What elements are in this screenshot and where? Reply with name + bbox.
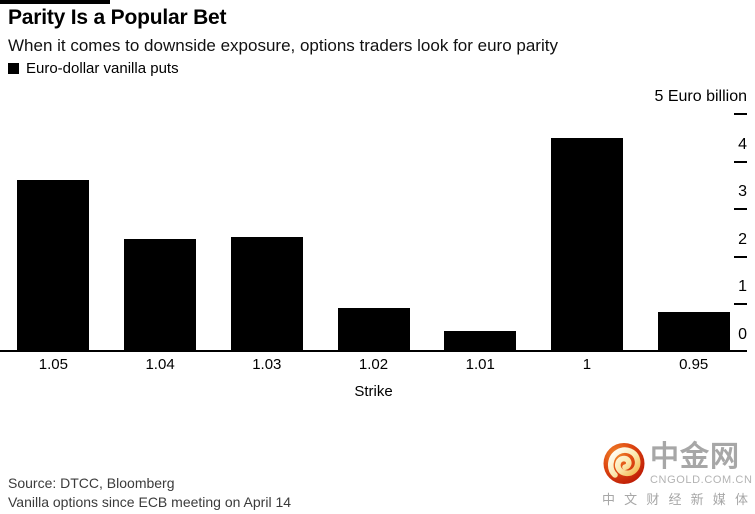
cngold-logo-name: 中金网 [650, 441, 741, 473]
x-tick-label-1.01: 1.01 [465, 356, 495, 373]
legend-label: Euro-dollar vanilla puts [26, 60, 179, 77]
y-axis-tick [734, 208, 747, 211]
x-tick-label-1.04: 1.04 [145, 356, 175, 373]
x-tick-label-0.95: 0.95 [679, 356, 709, 373]
y-axis-tick [734, 255, 747, 258]
tagline-char: 体 [734, 492, 748, 507]
y-axis-label-3: 3 [738, 183, 747, 201]
legend-swatch-icon [8, 63, 19, 74]
bar-1 [550, 137, 623, 350]
cngold-swirl-icon [603, 443, 645, 484]
tagline-char: 媒 [712, 492, 726, 507]
tagline-char: 中 [602, 492, 616, 507]
chart-subtitle: When it comes to downside exposure, opti… [8, 36, 558, 55]
source-text: Source: DTCC, Bloomberg [8, 475, 175, 491]
x-tick-label-1: 1 [582, 356, 592, 373]
bar-0.95 [657, 312, 730, 350]
tagline-char: 新 [690, 492, 704, 507]
bar-1.03 [230, 236, 303, 350]
bar-slot [427, 114, 534, 350]
bar-slot [320, 114, 427, 350]
bar-chart-plot-area: 0 1 2 3 4 5 Euro billion [0, 88, 747, 352]
bar-slot [107, 114, 214, 350]
bar-slot [0, 114, 107, 350]
footnote-text: Vanilla options since ECB meeting on Apr… [8, 494, 292, 510]
y-axis-label-5-Euro-billion: 5 Euro billion [654, 88, 748, 105]
y-axis-label-0: 0 [738, 326, 747, 343]
tagline-char: 财 [646, 492, 660, 507]
y-axis-tick [734, 113, 747, 115]
x-axis-title: Strike [354, 383, 393, 400]
cngold-watermark-logo: 中金网 CNGOLD.COM.CN 中文财经新媒体 [598, 438, 753, 507]
chart-title: Parity Is a Popular Bet [8, 6, 227, 29]
cngold-logo-tagline: 中文财经新媒体 [602, 489, 748, 508]
y-axis-label-1: 1 [738, 278, 747, 296]
top-accent-bar [0, 0, 110, 4]
x-tick-label-1.05: 1.05 [38, 356, 68, 373]
bar-slot [534, 114, 641, 350]
y-axis-tick [734, 160, 747, 163]
y-axis-label-4: 4 [738, 135, 747, 153]
bars-row [0, 114, 747, 350]
bar-1.02 [337, 307, 410, 350]
bar-1.05 [17, 180, 90, 350]
cngold-logo-domain: CNGOLD.COM.CN [650, 474, 753, 486]
bar-slot [640, 114, 747, 350]
bar-1.01 [444, 331, 517, 350]
x-tick-label-1.02: 1.02 [358, 356, 389, 373]
y-axis-label-2: 2 [738, 230, 747, 248]
y-axis-tick [734, 303, 747, 306]
tagline-char: 文 [624, 492, 638, 507]
tagline-char: 经 [668, 492, 682, 507]
x-tick-label-1.03: 1.03 [252, 356, 282, 373]
bar-slot [213, 114, 320, 350]
bar-1.04 [124, 239, 197, 350]
x-axis-labels: 1.05 1.04 1.03 1.02 1.01 1 0.95 [0, 356, 747, 373]
legend: Euro-dollar vanilla puts [8, 60, 179, 77]
